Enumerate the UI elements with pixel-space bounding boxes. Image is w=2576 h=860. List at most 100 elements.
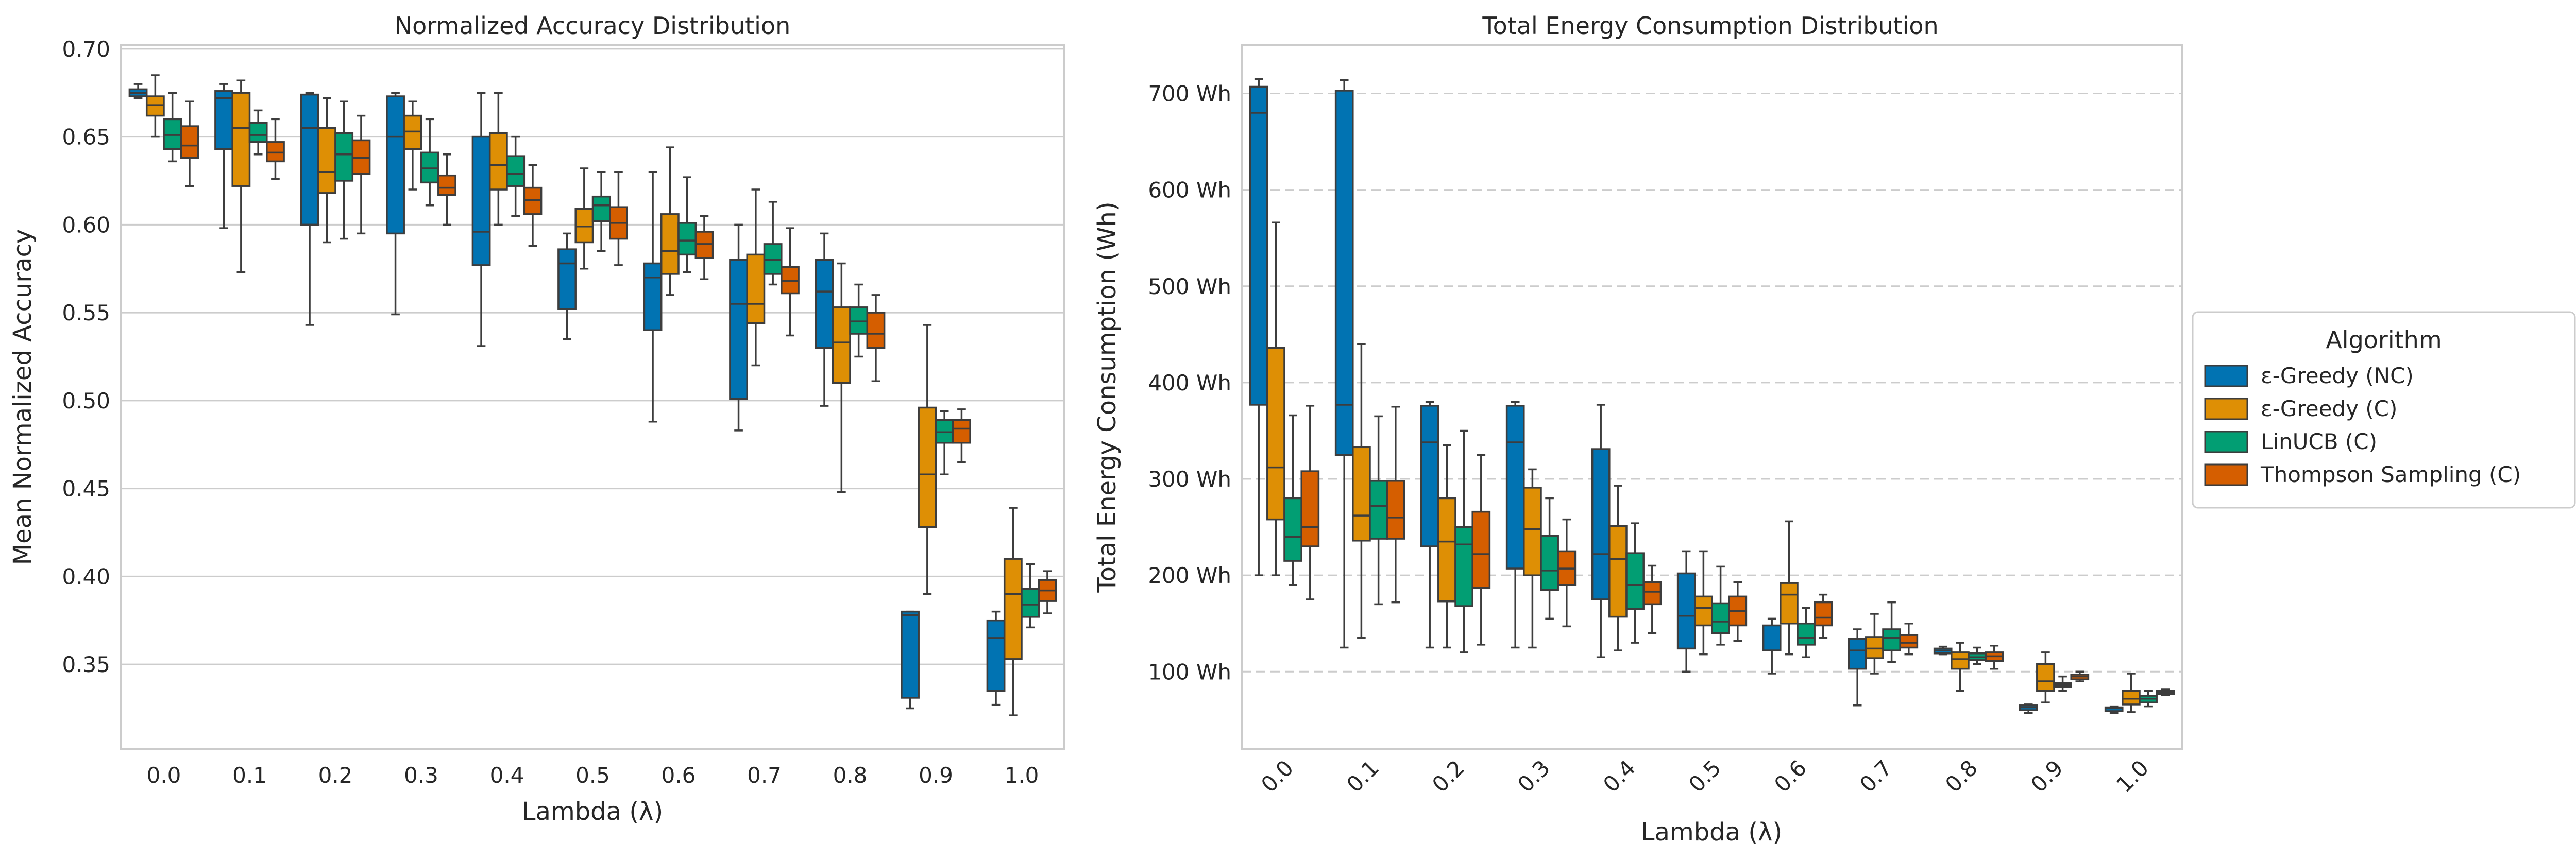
energy-box xyxy=(1865,613,1884,675)
accuracy-y-tick-label: 0.50 xyxy=(62,388,110,414)
accuracy-box-body xyxy=(317,127,336,194)
accuracy-box xyxy=(763,201,783,286)
legend-entry-label: Thompson Sampling (C) xyxy=(2260,462,2521,487)
legend-swatch xyxy=(2204,463,2248,486)
accuracy-x-axis-label: Lambda (λ) xyxy=(522,797,663,826)
energy-box-body xyxy=(1780,582,1799,625)
legend-entries: ε-Greedy (NC) ε-Greedy (C) LinUCB (C) Thomp… xyxy=(2204,363,2521,487)
accuracy-box-body xyxy=(334,132,354,182)
energy-box-body xyxy=(1882,628,1901,651)
energy-box xyxy=(1300,405,1320,600)
accuracy-x-tick-label: 0.1 xyxy=(232,763,267,788)
accuracy-chart: Normalized Accuracy Distribution 0.35 0.4… xyxy=(8,12,1065,826)
accuracy-box xyxy=(351,114,371,235)
accuracy-box xyxy=(986,610,1006,706)
legend: Algorithm ε-Greedy (NC) ε-Greedy (C) LinUC… xyxy=(2192,311,2576,509)
accuracy-box-body xyxy=(591,195,611,222)
energy-box xyxy=(1471,454,1491,646)
energy-box-body xyxy=(2104,706,2124,712)
accuracy-box xyxy=(128,83,148,99)
energy-box xyxy=(1334,79,1354,649)
accuracy-box-body xyxy=(660,213,680,275)
energy-boxes xyxy=(1249,78,2175,714)
accuracy-y-tick-label: 0.70 xyxy=(62,37,110,62)
energy-box-body xyxy=(1762,624,1782,651)
accuracy-box-body xyxy=(248,122,268,143)
energy-box xyxy=(2156,688,2175,696)
accuracy-y-tick-label: 0.45 xyxy=(62,476,110,502)
accuracy-y-tick-label: 0.65 xyxy=(62,125,110,150)
accuracy-x-tick-label: 0.9 xyxy=(919,763,953,788)
accuracy-x-tick-label: 1.0 xyxy=(1005,763,1039,788)
accuracy-y-axis-label: Mean Normalized Accuracy xyxy=(8,229,37,565)
energy-box xyxy=(1780,520,1799,656)
energy-box-body xyxy=(1471,510,1491,589)
accuracy-box xyxy=(815,232,834,407)
energy-box xyxy=(2019,703,2038,714)
legend-swatch xyxy=(2204,431,2248,453)
accuracy-box xyxy=(849,283,869,358)
accuracy-x-tick-label: 0.0 xyxy=(147,763,181,788)
energy-box xyxy=(1951,642,1970,692)
energy-box xyxy=(1386,405,1405,604)
accuracy-box xyxy=(386,92,405,316)
energy-box xyxy=(1540,497,1559,620)
accuracy-plot-frame xyxy=(120,44,1065,750)
energy-box-body xyxy=(1266,347,1285,521)
accuracy-x-tick-label: 0.4 xyxy=(490,763,524,788)
energy-y-tick-label: 300 Wh xyxy=(1148,467,1231,492)
energy-box-body xyxy=(1386,480,1405,540)
energy-box xyxy=(2104,705,2124,714)
energy-box-body xyxy=(1899,634,1919,649)
accuracy-box xyxy=(471,92,491,347)
energy-y-tick-label: 400 Wh xyxy=(1148,370,1231,395)
energy-box xyxy=(1762,617,1782,675)
energy-box xyxy=(1933,645,1953,656)
energy-box xyxy=(1899,622,1919,656)
accuracy-box xyxy=(901,610,920,710)
energy-box xyxy=(1711,565,1730,646)
energy-box-body xyxy=(2122,690,2141,706)
energy-box-body xyxy=(1591,448,1611,600)
energy-box-body xyxy=(1694,595,1713,627)
accuracy-box xyxy=(403,100,422,191)
accuracy-box xyxy=(266,118,285,180)
energy-box xyxy=(1728,581,1748,642)
energy-box xyxy=(2053,675,2072,692)
energy-y-tick-label: 700 Wh xyxy=(1148,81,1231,107)
energy-y-tick-label: 100 Wh xyxy=(1148,659,1231,684)
accuracy-box xyxy=(609,171,628,266)
accuracy-box xyxy=(694,215,714,280)
accuracy-box xyxy=(214,83,233,229)
accuracy-box xyxy=(574,167,594,270)
energy-y-axis-label: Total Energy Consumption (Wh) xyxy=(1093,201,1122,593)
energy-box xyxy=(1437,444,1456,649)
accuracy-box xyxy=(866,294,886,383)
energy-box xyxy=(1694,550,1713,656)
energy-box-body xyxy=(1420,405,1439,547)
energy-gridlines xyxy=(1242,93,2182,673)
accuracy-y-tick-label: 0.60 xyxy=(62,212,110,237)
energy-box-body xyxy=(1454,526,1473,607)
accuracy-box xyxy=(506,135,526,217)
energy-box-body xyxy=(1540,535,1559,591)
accuracy-box xyxy=(1021,563,1040,629)
accuracy-box xyxy=(145,74,165,138)
accuracy-x-tick-label: 0.5 xyxy=(575,763,610,788)
energy-plot-frame xyxy=(1241,44,2183,750)
accuracy-box-body xyxy=(1021,588,1040,618)
accuracy-box xyxy=(746,188,766,367)
accuracy-box xyxy=(832,262,851,493)
energy-box xyxy=(1454,429,1473,653)
accuracy-box xyxy=(180,100,199,187)
accuracy-box-body xyxy=(437,174,456,196)
accuracy-box-body xyxy=(300,93,319,226)
accuracy-boxes xyxy=(128,74,1057,716)
legend-title: Algorithm xyxy=(2326,326,2442,354)
energy-y-tick-labels: 100 Wh 200 Wh 300 Wh 400 Wh 500 Wh 600 Wh 700 … xyxy=(1148,81,1231,685)
accuracy-box-body xyxy=(557,248,577,311)
accuracy-box xyxy=(591,171,611,252)
accuracy-box-body xyxy=(471,135,491,266)
energy-box-body xyxy=(1352,446,1371,542)
